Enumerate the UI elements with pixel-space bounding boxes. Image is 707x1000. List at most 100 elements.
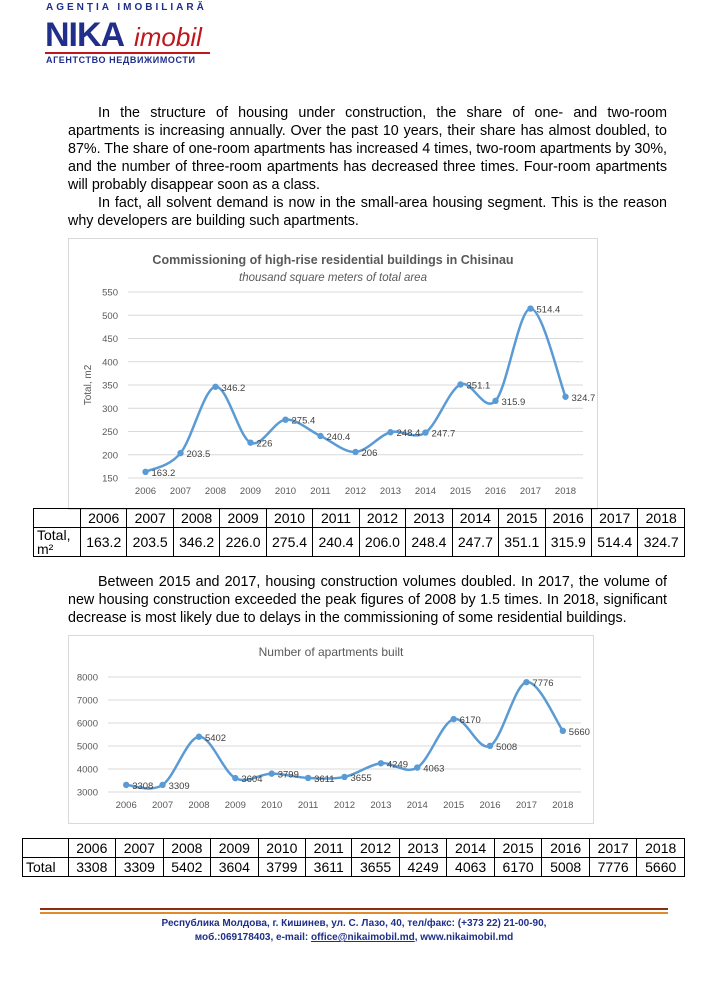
data-point — [486, 742, 494, 750]
data-label: 240.4 — [327, 432, 351, 443]
table-cell: 351.1 — [498, 527, 546, 557]
y-tick-label: 400 — [102, 357, 118, 368]
data-point — [562, 393, 569, 400]
footer-web: , www.nikaimobil.md — [414, 932, 514, 943]
data-point — [142, 468, 149, 476]
data-point — [341, 773, 348, 781]
data-label: 351.1 — [467, 380, 491, 391]
y-tick-label: 200 — [102, 450, 118, 461]
footer-email[interactable]: office@nikaimobil.md — [311, 932, 415, 943]
data-point — [268, 770, 275, 777]
data-point — [177, 449, 184, 457]
data-point — [414, 764, 421, 771]
table-row: Total, m² 163.2 203.5 346.2 226.0 275.4 240.4 2… — [33, 527, 685, 557]
table-cell: 3655 — [351, 857, 400, 877]
logo-agency-ru: АГЕНТСТВО НЕДВИЖИМОСТИ — [46, 55, 196, 65]
table-header-cell: 2009 — [210, 838, 259, 858]
data-label: 324.7 — [572, 393, 596, 404]
x-tick-label: 2014 — [407, 800, 428, 811]
x-tick-label: 2010 — [261, 800, 282, 811]
footer-address: Республика Молдова, г. Кишинев, ул. С. Л… — [161, 918, 547, 929]
footer-phone: моб.:069178403, e-mail: — [194, 932, 312, 943]
data-label: 206 — [362, 448, 378, 459]
data-point — [304, 774, 312, 782]
logo-brand-suffix: imobil — [134, 22, 202, 52]
table-header-row: 2006 2007 2008 2009 2010 2011 2012 2013 2014 2015… — [22, 838, 685, 858]
x-tick-label: 2016 — [479, 800, 500, 811]
x-tick-label: 2012 — [334, 800, 355, 811]
table-row-label: Total, m² — [33, 527, 81, 557]
data-point — [377, 760, 385, 767]
chart-title: Commissioning of high-rise residential b… — [152, 253, 513, 267]
y-axis-label: Total, m2 — [83, 364, 94, 405]
data-label: 163.2 — [152, 468, 176, 479]
table-cell: 203.5 — [126, 527, 174, 557]
x-tick-label: 2011 — [310, 486, 330, 497]
table-header-cell: 2012 — [358, 508, 407, 528]
data-label: 3308 — [132, 781, 153, 792]
data-point — [527, 305, 534, 312]
table-header-cell: 2017 — [590, 508, 639, 528]
table-header-cell: 2018 — [636, 838, 685, 858]
data-label: 3604 — [241, 774, 262, 785]
data-table: 2006 2007 2008 2009 2010 2011 2012 2013 2014 2015… — [22, 838, 685, 877]
data-point — [450, 715, 457, 723]
logo-brand: NIKA — [45, 16, 125, 54]
data-point — [352, 448, 359, 456]
x-tick-label: 2008 — [188, 800, 209, 811]
table-header-cell: 2006 — [67, 838, 117, 858]
table-header-cell: 2009 — [219, 508, 267, 528]
chart-title: Number of apartments built — [259, 645, 404, 659]
table-cell: 324.7 — [637, 527, 685, 557]
table-header-cell: 2013 — [398, 838, 448, 858]
data-point — [457, 381, 464, 388]
table-cell: 5660 — [636, 857, 685, 877]
x-tick-label: 2011 — [298, 800, 318, 811]
chart: Number of apartments built 3000 4000 5000 60… — [68, 635, 594, 824]
paragraph: In the structure of housing under constr… — [68, 105, 667, 193]
data-point — [422, 429, 429, 436]
data-label: 3611 — [314, 774, 334, 785]
data-point — [492, 397, 499, 405]
y-tick-label: 150 — [102, 474, 118, 485]
table-header-cell: 2008 — [172, 508, 221, 528]
data-label: 315.9 — [502, 397, 526, 408]
data-point — [247, 439, 254, 446]
table-header-cell: 2010 — [257, 838, 307, 858]
y-tick-label: 6000 — [77, 719, 98, 730]
table-header-row: 2006 2007 2008 2009 2010 2011 2012 2013 2014 2015… — [33, 508, 685, 528]
table-corner-cell — [33, 508, 81, 528]
x-tick-label: 2012 — [345, 486, 366, 497]
x-tick-label: 2009 — [225, 800, 246, 811]
footer-rule — [40, 912, 668, 914]
table-cell: 315.9 — [544, 527, 592, 557]
x-tick-label: 2009 — [240, 486, 261, 497]
table-cell: 5008 — [541, 857, 590, 877]
data-point — [559, 727, 567, 735]
data-label: 247.7 — [432, 429, 456, 440]
table-cell: 275.4 — [265, 527, 314, 557]
data-point — [122, 781, 130, 789]
y-tick-label: 300 — [102, 404, 118, 415]
table-cell: 163.2 — [79, 527, 128, 557]
data-label: 3309 — [169, 781, 190, 792]
table-header-cell: 2010 — [265, 508, 314, 528]
table-header-cell: 2011 — [312, 508, 360, 528]
table-cell: 226.0 — [219, 527, 267, 557]
table-header-cell: 2006 — [79, 508, 128, 528]
data-label: 5402 — [205, 733, 226, 744]
x-tick-label: 2013 — [380, 486, 401, 497]
paragraph: Between 2015 and 2017, housing construct… — [68, 574, 667, 626]
table-header-cell: 2012 — [351, 838, 400, 858]
data-label: 514.4 — [537, 305, 561, 316]
data-point — [232, 774, 239, 782]
table-header-cell: 2014 — [446, 838, 495, 858]
table-header-cell: 2015 — [493, 838, 543, 858]
logo-rule — [45, 52, 210, 54]
y-tick-label: 550 — [102, 288, 118, 299]
y-tick-label: 250 — [102, 427, 118, 438]
data-label: 4249 — [387, 759, 408, 770]
x-tick-label: 2006 — [116, 800, 137, 811]
data-label: 226 — [257, 439, 273, 450]
logo-agency: AGENŢIA IMOBILIARĂ — [46, 2, 207, 13]
